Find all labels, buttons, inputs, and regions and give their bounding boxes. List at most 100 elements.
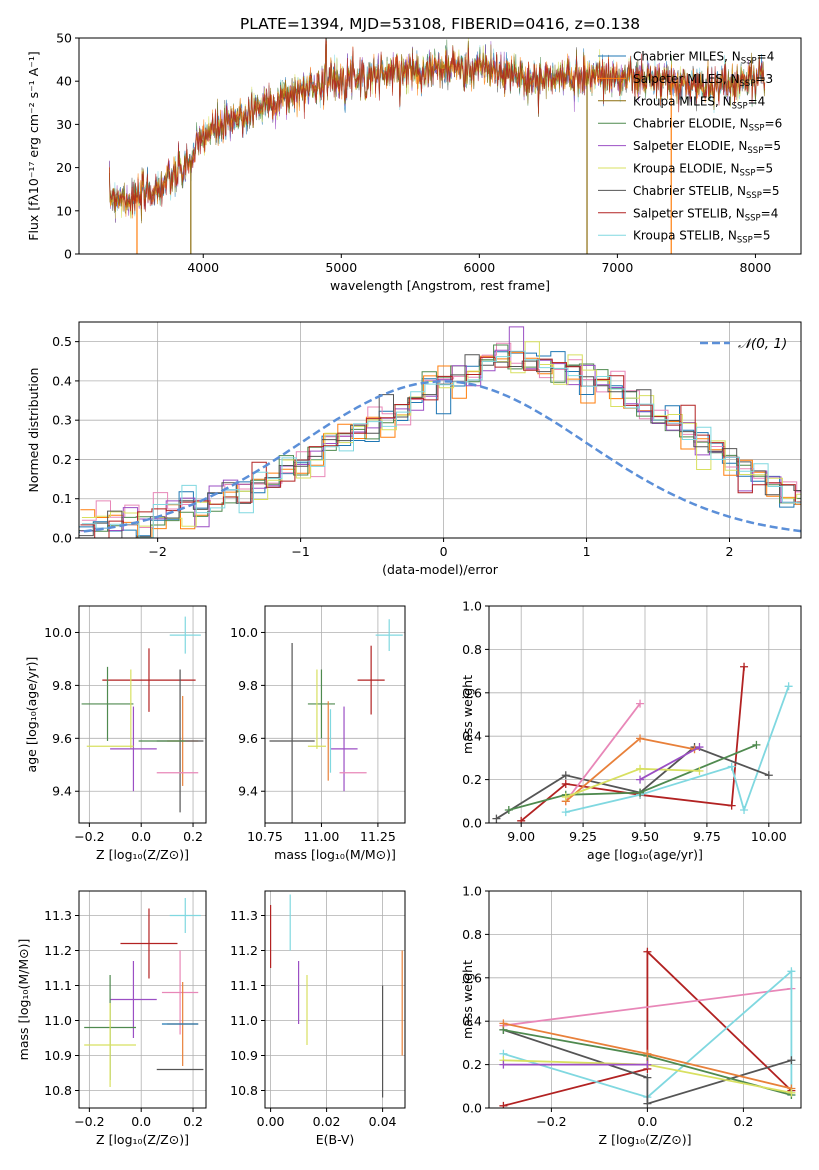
x-tick-label: 9.75 — [693, 829, 721, 844]
plot-area — [492, 662, 793, 823]
y-tick-label: 9.4 — [52, 784, 72, 799]
x-tick-label: 7000 — [601, 260, 633, 275]
weight-series-line — [503, 987, 792, 1027]
weight-series-line — [508, 744, 757, 811]
x-tick-label: 0.04 — [369, 1114, 397, 1129]
y-tick-label: 0.5 — [52, 334, 72, 349]
y-tick-label: 10 — [56, 203, 72, 218]
y-tick-label: 0.3 — [52, 413, 72, 428]
x-axis-label: wavelength [Angstrom, rest frame] — [330, 278, 550, 293]
data-point — [110, 706, 157, 792]
legend-entry: Kroupa MILES, NSSP=4 — [633, 94, 765, 111]
y-tick-label: 20 — [56, 160, 72, 175]
weight-point-marker — [740, 805, 749, 814]
y-tick-label: 0.8 — [462, 927, 482, 942]
y-tick-label: 9.8 — [52, 678, 72, 693]
weight-point-marker — [740, 662, 749, 671]
legend-entry: Salpeter MILES, NSSP=3 — [633, 72, 773, 89]
data-point — [102, 648, 196, 712]
histogram-step-line — [81, 350, 801, 538]
y-axis-label: age [log₁₀(age/yr)] — [24, 657, 39, 773]
legend-entry: 𝒩(0, 1) — [738, 336, 787, 352]
spectrum-legend: Chabrier MILES, NSSP=4 Salpeter MILES, NS… — [598, 50, 782, 246]
plot-age_vs_Z: −0.2 0.0 0.2 9.4 9.6 9.8 10.0 Z [log₁₀(Z/Z⊙)] ag… — [24, 605, 207, 862]
x-tick-label: 0.00 — [257, 1114, 285, 1129]
x-tick-label: 0.0 — [637, 1114, 657, 1129]
weight-point-marker — [787, 1088, 796, 1097]
legend-entry: Kroupa ELODIE, NSSP=5 — [633, 162, 773, 179]
axes-frame — [488, 605, 802, 824]
x-tick-label: 4000 — [187, 260, 219, 275]
x-tick-label: 0.2 — [183, 829, 203, 844]
y-tick-label: 0.2 — [462, 772, 482, 787]
weight-point-marker — [499, 1060, 508, 1069]
y-tick-label: 0.2 — [462, 1057, 482, 1072]
plot-area — [499, 947, 796, 1108]
data-point — [161, 950, 199, 1035]
weight-series-line — [503, 969, 793, 1099]
weight-point-marker — [492, 814, 501, 823]
axes-frame — [78, 37, 802, 255]
y-axis-label: mass weight — [460, 960, 475, 1039]
y-tick-label: 10.8 — [230, 1083, 258, 1098]
weight-point-marker — [636, 764, 645, 773]
plot-area — [81, 616, 204, 813]
data-point — [120, 908, 178, 979]
weight-series-line — [503, 949, 793, 1107]
weight-point-marker — [504, 805, 513, 814]
histogram-step-line — [81, 342, 801, 528]
y-axis-label: mass [log₁₀(M/M⊙)] — [16, 939, 31, 1061]
plot-mass_vs_Z: −0.2 0.0 0.2 10.8 10.9 11.0 11.1 11.2 11.3 Z [log… — [16, 890, 207, 1147]
weight-point-marker — [764, 771, 773, 780]
weight-point-marker — [636, 788, 645, 797]
x-axis-label: Z [log₁₀(Z/Z⊙)] — [96, 1132, 189, 1147]
y-tick-label: 10.0 — [44, 625, 72, 640]
weight-point-marker — [727, 801, 736, 810]
normal-curve — [79, 380, 801, 534]
weight-point-marker — [561, 779, 570, 788]
y-tick-label: 9.6 — [52, 731, 72, 746]
weight-point-marker — [643, 947, 652, 956]
x-tick-label: 5000 — [325, 260, 357, 275]
data-point — [357, 645, 385, 715]
x-tick-label: 6000 — [463, 260, 495, 275]
y-tick-label: 50 — [56, 31, 72, 46]
histogram-step-line — [80, 352, 801, 538]
data-point — [307, 669, 335, 739]
axes-frame — [488, 890, 802, 1109]
x-axis-label: E(B-V) — [316, 1132, 355, 1147]
y-tick-label: 10.8 — [44, 1083, 72, 1098]
x-tick-label: 2 — [726, 544, 734, 559]
x-tick-label: 0.2 — [733, 1114, 753, 1129]
y-tick-label: 0.0 — [462, 1101, 482, 1116]
weight-point-marker — [727, 762, 736, 771]
y-tick-label: 1.0 — [462, 884, 482, 899]
y-tick-label: 0.1 — [52, 491, 72, 506]
y-tick-label: 1.0 — [462, 599, 482, 614]
x-tick-label: 10.00 — [751, 829, 787, 844]
y-tick-label: 0.8 — [462, 642, 482, 657]
legend-entry: Chabrier STELIB, NSSP=5 — [633, 184, 780, 201]
plot-area — [84, 898, 204, 1087]
x-tick-label: 0.0 — [131, 1114, 151, 1129]
weight-point-marker — [784, 682, 793, 691]
x-tick-label: 0.0 — [131, 829, 151, 844]
data-point — [169, 616, 201, 654]
x-tick-label: 9.00 — [507, 829, 535, 844]
weight-series-line — [565, 703, 641, 802]
y-tick-label: 0.0 — [52, 531, 72, 546]
weight-point-marker — [787, 1056, 796, 1065]
weight-point-marker — [643, 1073, 652, 1082]
y-tick-label: 0.4 — [52, 373, 72, 388]
axes-frame — [78, 321, 802, 539]
y-tick-label: 0.4 — [462, 1014, 482, 1029]
x-axis-label: Z [log₁₀(Z/Z⊙)] — [599, 1132, 692, 1147]
weight-point-marker — [561, 792, 570, 801]
y-tick-label: 11.1 — [230, 978, 258, 993]
y-tick-label: 9.6 — [238, 731, 258, 746]
weight-point-marker — [695, 743, 704, 752]
y-tick-label: 0.2 — [52, 452, 72, 467]
weight-point-marker — [517, 816, 526, 823]
weight-point-marker — [787, 967, 796, 976]
